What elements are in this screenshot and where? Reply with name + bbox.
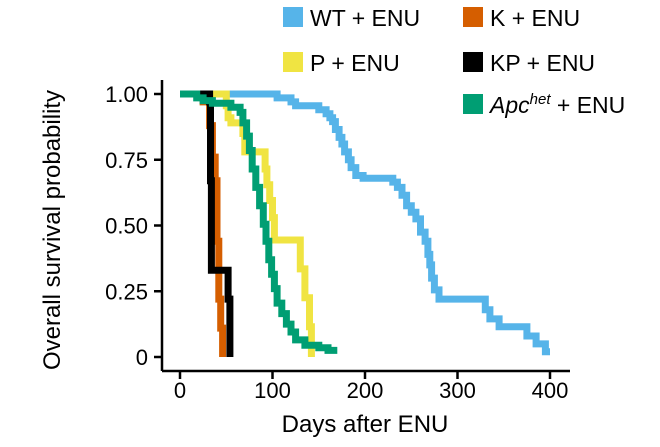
- legend-label-p-enu: P + ENU: [310, 50, 400, 76]
- y-axis-title: Overall survival probability: [39, 90, 66, 370]
- legend-label-apchet-enu: Apchet + ENU: [488, 91, 625, 118]
- ticks-layer: 0 100 200 300 400 0 0.25 0.50 0.75 1.00: [105, 82, 568, 403]
- series-line-k-enu: [180, 90, 227, 357]
- series-line-wt-enu: [180, 90, 550, 356]
- series-layer: [180, 90, 550, 357]
- x-tick-label: 100: [254, 378, 291, 403]
- y-tick-label: 0.50: [105, 214, 148, 239]
- x-tick-label: 200: [347, 378, 384, 403]
- series-line-apchet-enu: [180, 90, 338, 354]
- x-tick-label: 300: [439, 378, 476, 403]
- legend-swatch-kp-enu: [463, 52, 483, 72]
- legend-label-wt-enu: WT + ENU: [310, 5, 420, 31]
- x-axis-title: Days after ENU: [282, 411, 449, 438]
- y-tick-label: 0: [136, 345, 148, 370]
- x-tick-label: 0: [174, 378, 186, 403]
- legend-swatch-p-enu: [283, 52, 303, 72]
- legend-swatch-wt-enu: [283, 7, 303, 27]
- legend: WT + ENU K + ENU P + ENU KP + ENU Apchet + E…: [283, 5, 625, 118]
- x-tick-label: 400: [532, 378, 569, 403]
- y-tick-label: 1.00: [105, 82, 148, 107]
- y-tick-label: 0.75: [105, 148, 148, 173]
- legend-swatch-k-enu: [463, 7, 483, 27]
- legend-label-kp-enu: KP + ENU: [490, 50, 595, 76]
- legend-label-k-enu: K + ENU: [490, 5, 580, 31]
- y-tick-label: 0.25: [105, 279, 148, 304]
- series-line-p-enu: [180, 90, 315, 357]
- legend-swatch-apchet-enu: [463, 94, 483, 114]
